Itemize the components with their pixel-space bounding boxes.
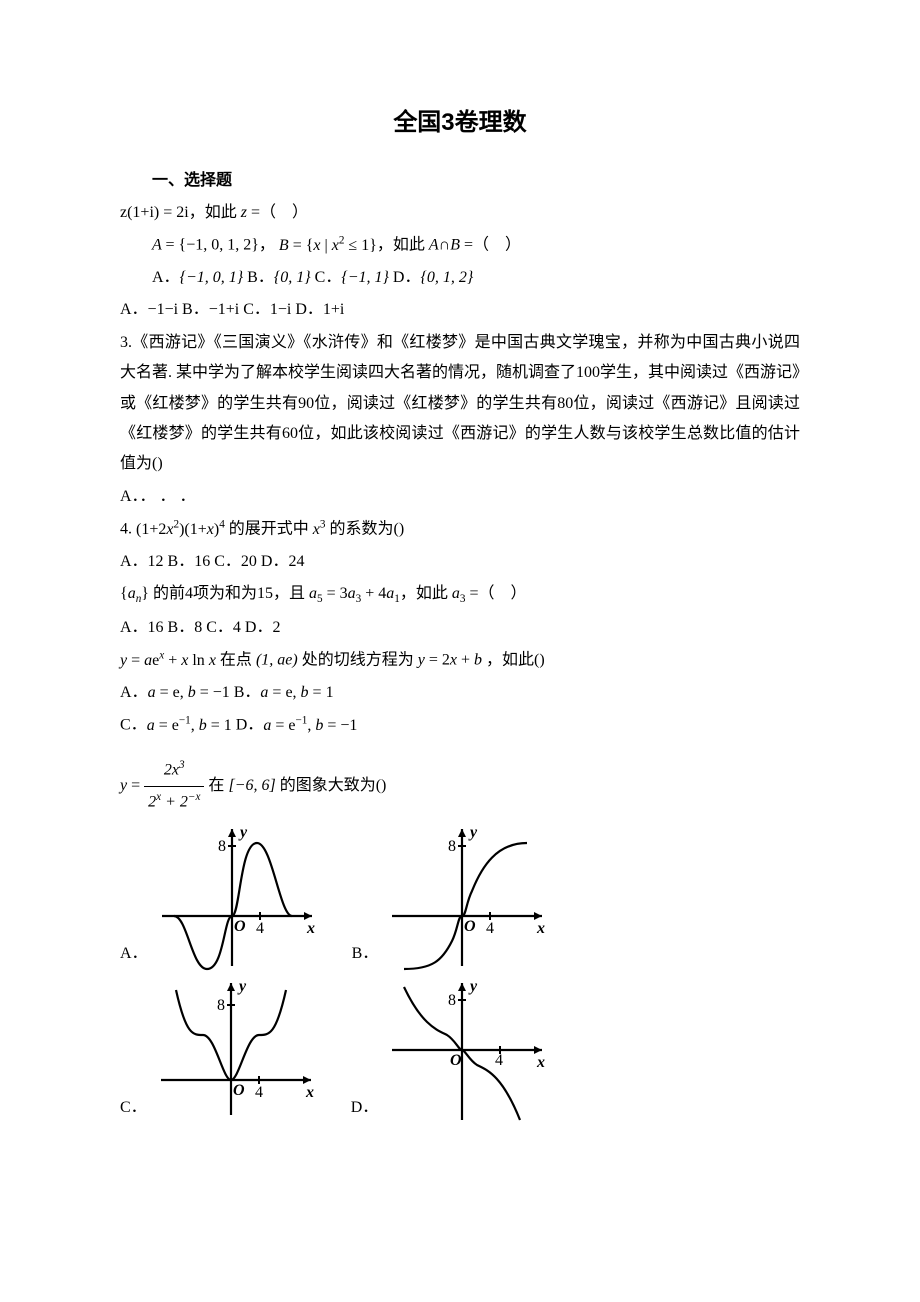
q5-mid1: 的前4项为和为15，且 (149, 585, 309, 602)
graph-d: 8 O 4 x y (382, 975, 552, 1125)
origin-label: O (234, 918, 246, 935)
svg-text:y: y (468, 978, 478, 995)
q2-optD: {0, 1, 2} (420, 269, 473, 286)
q3-options: A．． ． ． (120, 482, 800, 512)
q6-pt: (1, ae) (256, 652, 298, 669)
q7-frac: 2x32x + 2−x (144, 755, 204, 817)
q6-optD: D．a = e−1, b = −1 (236, 717, 358, 734)
q5-tail: （ ） (478, 585, 526, 602)
q6-optB: B．a = e, b = 1 (234, 684, 334, 701)
svg-text:O: O (464, 918, 476, 935)
svg-text:4: 4 (495, 1052, 503, 1069)
svg-text:x: x (305, 1084, 314, 1101)
graph-cell-a: A． 8 4 O x y (120, 821, 322, 971)
q5-a3: a3 = (452, 585, 479, 602)
q7-line: y = 2x32x + 2−x 在 [−6, 6] 的图象大致为() (120, 755, 800, 817)
q5-eq: a5 = 3a3 + 4a1 (309, 585, 400, 602)
q5-options: A．16 B．8 C．4 D．2 (120, 613, 800, 643)
x-axis-label: x (306, 920, 315, 937)
q2-optA-label: A． (152, 269, 180, 286)
graph-label-d: D． (351, 1093, 379, 1125)
svg-text:y: y (237, 978, 247, 995)
q2-optC: {−1, 1} (341, 269, 389, 286)
graphs-row-2: C． 8 4 O x y D． (120, 975, 800, 1125)
q2-setB: B = {x | x2 ≤ 1} (279, 237, 377, 254)
q1-expr: z(1+i) = 2i (120, 204, 189, 221)
q6-tangent: y = 2x + b (418, 652, 482, 669)
graph-label-a: A． (120, 939, 148, 971)
page-root: 全国3卷理数 一、选择题 z(1+i) = 2i，如此 z =（ ） A = {… (0, 0, 920, 1165)
y-axis-label: y (238, 824, 248, 841)
q2-optA: {−1, 0, 1} (180, 269, 244, 286)
page-title: 全国3卷理数 (120, 100, 800, 146)
q6-tail: ，如此() (482, 652, 545, 669)
q2-optB-label: B． (247, 269, 274, 286)
graph-label-c: C． (120, 1093, 147, 1125)
q4-options: A．12 B．16 C．20 D．24 (120, 547, 800, 577)
q7-y: y = (120, 777, 144, 794)
svg-text:4: 4 (486, 920, 494, 937)
q6-line: y = aex + x ln x 在点 (1, ae) 处的切线方程为 y = … (120, 645, 800, 676)
graph-cell-c: C． 8 4 O x y (120, 975, 321, 1125)
q2-line: A = {−1, 0, 1, 2}， B = {x | x2 ≤ 1}，如此 A… (120, 230, 800, 261)
q2-optD-label: D． (393, 269, 421, 286)
svg-text:O: O (450, 1052, 462, 1069)
q2-setA: A = {−1, 0, 1, 2}， (152, 237, 275, 254)
q1-line: z(1+i) = 2i，如此 z =（ ） (120, 198, 800, 228)
q5-seq: {an} (120, 585, 149, 602)
svg-text:4: 4 (255, 1084, 263, 1101)
svg-text:y: y (468, 824, 478, 841)
svg-text:8: 8 (217, 997, 225, 1014)
q6-optC: C．a = e−1, b = 1 (120, 717, 232, 734)
q6-mid1: 在点 (216, 652, 256, 669)
graph-cell-b: B． 8 4 O x y (352, 821, 553, 971)
svg-text:x: x (536, 920, 545, 937)
graph-c: 8 4 O x y (151, 975, 321, 1125)
q7-tail: 的图象大致为() (276, 777, 387, 794)
q2-options: A．{−1, 0, 1} B．{0, 1} C．{−1, 1} D．{0, 1,… (120, 263, 800, 293)
q1-options: A．−1−i B．−1+i C．1−i D．1+i (120, 295, 800, 325)
q6-options-row1: A．a = e, b = −1 B．a = e, b = 1 (120, 678, 800, 708)
q4-expr: (1+2x2)(1+x)4 (136, 521, 225, 538)
graph-a: 8 4 O x y (152, 821, 322, 971)
q4-line: 4. (1+2x2)(1+x)4 的展开式中 x3 的系数为() (120, 514, 800, 545)
q6-expr: y = aex + x ln x (120, 652, 216, 669)
svg-text:8: 8 (448, 838, 456, 855)
xtick-label: 4 (256, 920, 264, 937)
svg-text:O: O (233, 1082, 245, 1099)
section-heading: 一、选择题 (120, 166, 800, 196)
q3-text: 3.《西游记》《三国演义》《水浒传》和《红楼梦》是中国古典文学瑰宝，并称为中国古… (120, 328, 800, 480)
q6-options-row2: C．a = e−1, b = 1 D．a = e−1, b = −1 (120, 710, 800, 741)
q4-suffix: 的展开式中 x3 的系数为() (225, 521, 404, 538)
q7-mid: 在 (204, 777, 228, 794)
graph-label-b: B． (352, 939, 379, 971)
q2-optC-label: C． (315, 269, 342, 286)
svg-text:x: x (536, 1054, 545, 1071)
q5-mid2: ，如此 (400, 585, 452, 602)
svg-text:8: 8 (448, 992, 456, 1009)
q6-optA: A．a = e, b = −1 (120, 684, 230, 701)
ytick-label: 8 (218, 838, 226, 855)
q4-prefix: 4. (120, 521, 136, 538)
graphs-row-1: A． 8 4 O x y B． (120, 821, 800, 971)
q7-interval: [−6, 6] (228, 777, 275, 794)
q6-mid2: 处的切线方程为 (298, 652, 418, 669)
graph-b: 8 4 O x y (382, 821, 552, 971)
graph-cell-d: D． 8 O 4 x y (351, 975, 553, 1125)
q5-line: {an} 的前4项为和为15，且 a5 = 3a3 + 4a1，如此 a3 =（… (120, 579, 800, 610)
q1-suffix: ，如此 z =（ ） (189, 204, 308, 221)
q2-suffix: ，如此 A∩B =（ ） (377, 237, 521, 254)
q2-optB: {0, 1} (274, 269, 311, 286)
